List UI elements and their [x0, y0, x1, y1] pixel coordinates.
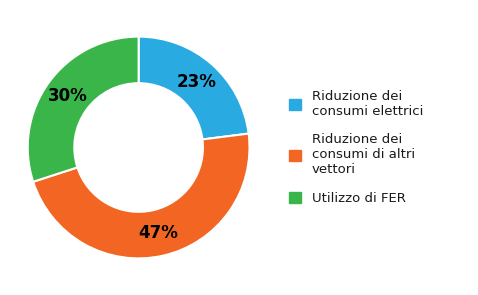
Legend: Riduzione dei
consumi elettrici, Riduzione dei
consumi di altri
vettori, Utilizz: Riduzione dei consumi elettrici, Riduzio…: [289, 90, 423, 205]
Text: 47%: 47%: [138, 224, 178, 242]
Text: 30%: 30%: [48, 87, 87, 105]
Text: 23%: 23%: [176, 73, 217, 91]
Wedge shape: [33, 134, 250, 258]
Wedge shape: [139, 37, 249, 140]
Wedge shape: [28, 37, 139, 182]
